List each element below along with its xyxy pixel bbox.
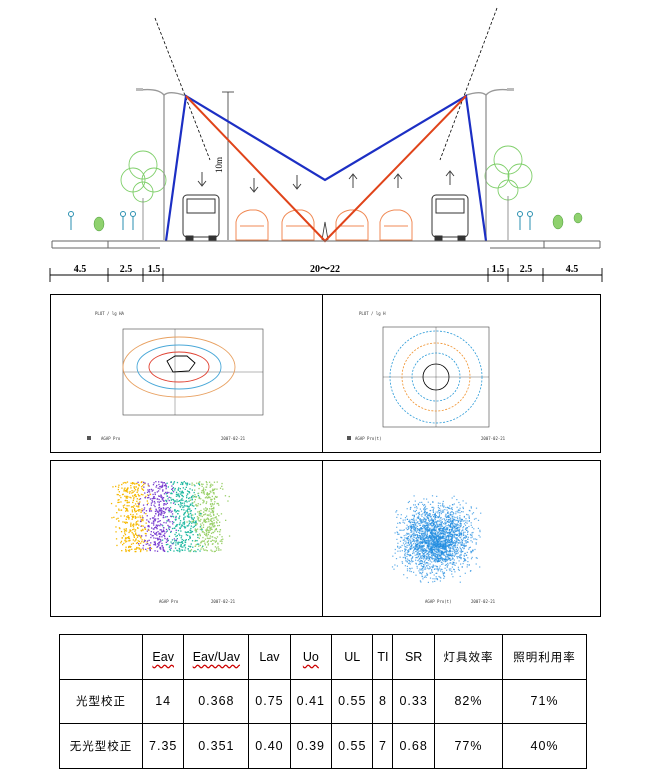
table-header-cell: Eav/Uav	[183, 634, 250, 680]
table-cell: 0.368	[183, 678, 250, 725]
table-header-cell: SR	[392, 634, 435, 680]
table-cell: 14	[141, 678, 185, 725]
scatter-left-caption: AGAP Pro	[159, 599, 179, 604]
table-cell: 0.55	[331, 723, 374, 769]
scatter-plot-right	[391, 495, 482, 583]
table-row: 无光型校正 7.35 0.351 0.40 0.39 0.55 7 0.68 7…	[59, 723, 587, 769]
dimension-label: 4.5	[74, 264, 87, 275]
table-header-cell	[59, 634, 143, 680]
dimension-label: 1.5	[148, 264, 161, 275]
panel-divider	[322, 461, 323, 616]
dimension-label: 4.5	[566, 264, 579, 275]
isolux-left-title: PLOT / lg HA	[95, 311, 124, 316]
table-cell: 0.39	[289, 723, 333, 769]
shrub-icon	[93, 212, 583, 232]
scatter-right-caption: AGAP Pro(t)	[425, 599, 452, 604]
results-table: Eav Eav/Uav Lav Uo UL TI SR 灯具效率 照明利用率 光…	[59, 634, 587, 769]
scatter-plot-left	[110, 481, 231, 553]
table-cell: 8	[372, 678, 394, 725]
isolux-left-date: 2007-02-21	[221, 436, 246, 441]
isolux-right-date: 2007-02-21	[481, 436, 506, 441]
pedestrian-icon	[68, 211, 533, 230]
isolux-panel: PLOT / lg HA AGAP Pro 2007-02-21 PLOT / …	[50, 294, 601, 453]
street-light-pole-left	[136, 88, 187, 240]
dimension-line	[49, 268, 603, 282]
scatter-right-date: 2007-02-21	[471, 599, 496, 604]
table-header-cell: TI	[372, 634, 394, 680]
dimension-label: 1.5	[492, 264, 505, 275]
isolux-plot-right: PLOT / lg H AGAP Pro(t) 2007-02-21	[347, 311, 506, 441]
left-light-axis	[154, 17, 211, 161]
isolux-plot-left: PLOT / lg HA AGAP Pro 2007-02-21	[87, 311, 264, 441]
right-light-axis	[439, 7, 498, 161]
dimension-label: 20～22	[310, 264, 340, 275]
scatter-panel: AGAP Pro 2007-02-21 AGAP Pro(t) 2007-02-…	[50, 460, 601, 617]
isolux-right-title: PLOT / lg H	[359, 311, 386, 316]
table-header-cell: Lav	[248, 634, 291, 680]
tree-icon	[484, 145, 533, 240]
car-icon	[235, 209, 413, 241]
table-cell: 7	[372, 723, 394, 769]
table-cell: 7.35	[141, 723, 185, 769]
row-label: 无光型校正	[59, 723, 143, 769]
table-cell: 0.351	[183, 723, 250, 769]
scatter-left-date: 2007-02-21	[211, 599, 236, 604]
table-row: 光型校正 14 0.368 0.75 0.41 0.55 8 0.33 82% …	[59, 678, 587, 725]
table-cell: 0.55	[331, 678, 374, 725]
row-label: 光型校正	[59, 678, 143, 725]
table-cell: 0.68	[392, 723, 435, 769]
table-cell: 77%	[433, 723, 504, 769]
table-header-cell: Eav	[141, 634, 185, 680]
height-label: 10m	[214, 157, 224, 173]
street-light-pole-right	[463, 88, 514, 240]
table-cell: 40%	[502, 723, 587, 769]
median-icon	[321, 221, 329, 241]
table-header-row: Eav Eav/Uav Lav Uo UL TI SR 灯具效率 照明利用率	[59, 634, 587, 680]
isolux-right-caption: AGAP Pro(t)	[355, 436, 382, 441]
bus-icon	[182, 194, 469, 241]
table-cell: 0.40	[248, 723, 291, 769]
table-cell: 82%	[433, 678, 504, 725]
table-header-cell: 灯具效率	[433, 634, 504, 680]
isolux-left-caption: AGAP Pro	[101, 436, 121, 441]
direction-arrow-icon	[197, 170, 455, 193]
dimension-label: 2.5	[120, 264, 133, 275]
road-cross-section-diagram: 10m	[49, 7, 603, 282]
blue-light-path	[164, 94, 488, 242]
table-header-cell: UL	[331, 634, 374, 680]
ground-line	[51, 240, 601, 249]
table-header-cell: 照明利用率	[502, 634, 587, 680]
tree-icon	[120, 150, 167, 240]
table-cell: 0.75	[248, 678, 291, 725]
table-cell: 0.33	[392, 678, 435, 725]
table-cell: 71%	[502, 678, 587, 725]
dimension-label: 2.5	[520, 264, 533, 275]
panel-divider	[322, 295, 323, 452]
table-header-cell: Uo	[289, 634, 333, 680]
table-cell: 0.41	[289, 678, 333, 725]
